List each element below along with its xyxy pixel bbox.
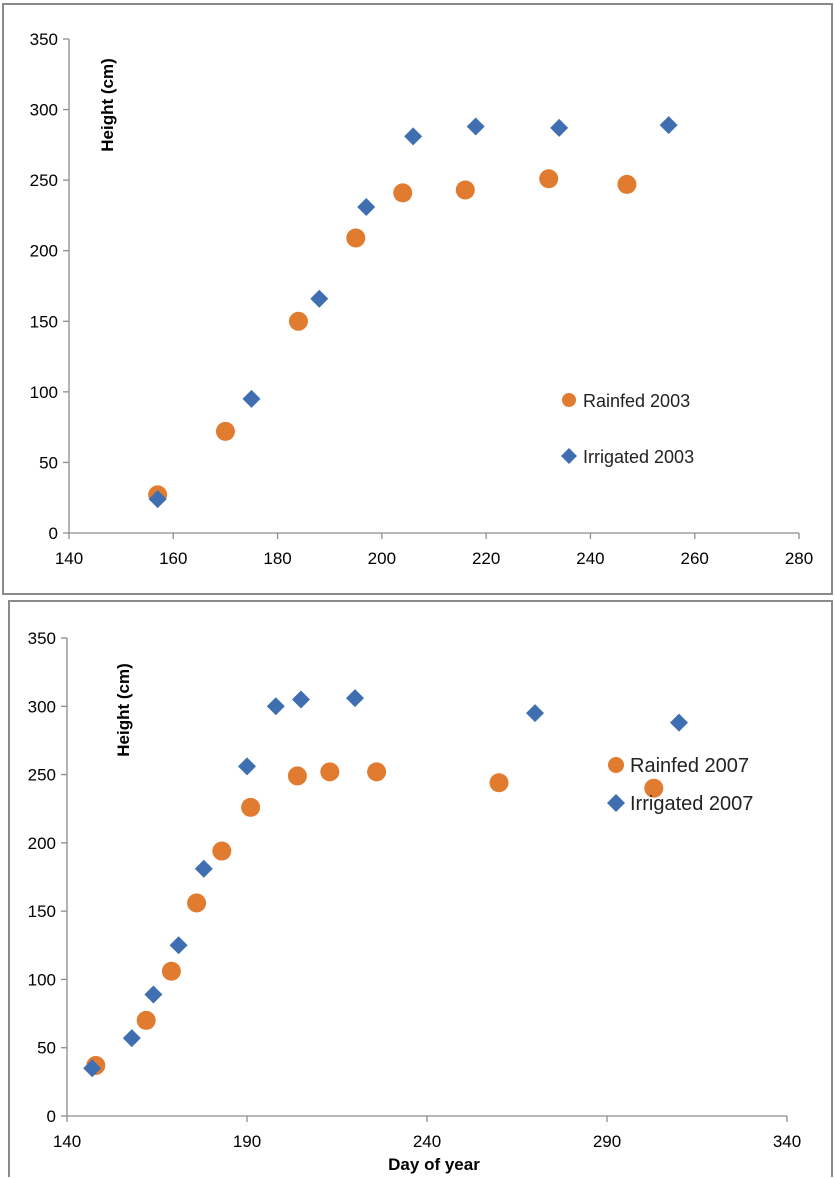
rainfed-point <box>489 773 509 793</box>
rainfed-point <box>346 228 366 248</box>
x-tick-label: 160 <box>159 549 187 568</box>
rainfed-point <box>161 961 181 981</box>
y-tick-label: 50 <box>39 453 58 472</box>
x-tick-label: 220 <box>472 549 500 568</box>
y-tick-label: 250 <box>30 171 58 190</box>
irrigated-point <box>144 985 163 1004</box>
y-tick-label: 50 <box>37 1039 56 1058</box>
y-tick-label: 300 <box>30 101 58 120</box>
irrigated-point <box>169 936 188 955</box>
legend-marker-irrigated <box>561 448 577 464</box>
rainfed-point <box>241 797 261 817</box>
irrigated-point <box>670 713 688 732</box>
irrigated-point <box>266 697 285 716</box>
irrigated-point <box>659 116 678 135</box>
x-tick-label: 140 <box>53 1132 81 1151</box>
chart-panel-2003: 0 50 100 150 200 250 300 350 140 160 180 200 220 240 2… <box>2 3 833 595</box>
rainfed-point <box>539 169 559 189</box>
irrigated-point <box>292 690 310 709</box>
x-tick-label: 140 <box>55 549 83 568</box>
x-axis-label: Day of year <box>388 1155 480 1174</box>
x-tick-label: 280 <box>785 549 813 568</box>
y-tick-label: 350 <box>30 30 58 49</box>
irrigated-point <box>550 118 569 137</box>
legend-marker-rainfed <box>562 393 576 407</box>
legend-marker-rainfed <box>608 757 624 773</box>
scatter-chart-2007: 0 50 100 150 200 250 300 350 140 190 240 290 340 Heig… <box>28 629 802 1174</box>
y-tick-label: 250 <box>28 766 56 785</box>
rainfed-point <box>617 174 637 194</box>
irrigated-point <box>238 757 256 776</box>
x-tick-label: 260 <box>681 549 709 568</box>
rainfed-point <box>212 841 232 861</box>
y-axis-label: Height (cm) <box>114 663 133 757</box>
irrigated-point <box>404 127 423 146</box>
y-tick-label: 100 <box>30 383 58 402</box>
chart-panel-2007: 0 50 100 150 200 250 300 350 140 190 240 290 340 Heig… <box>8 600 833 1177</box>
irrigated-point <box>122 1029 141 1048</box>
legend-label: Rainfed 2003 <box>583 391 690 411</box>
rainfed-point <box>367 762 387 782</box>
x-tick-label: 340 <box>773 1132 801 1151</box>
y-tick-label: 0 <box>49 524 58 543</box>
rainfed-point <box>644 778 664 798</box>
irrigated-point <box>357 197 376 216</box>
legend-label: Irrigated 2003 <box>583 447 694 467</box>
scatter-chart-2003: 0 50 100 150 200 250 300 350 140 160 180 200 220 240 2… <box>30 30 814 568</box>
rainfed-point <box>320 762 340 782</box>
y-tick-label: 350 <box>28 629 56 648</box>
rainfed-point <box>136 1010 156 1030</box>
y-tick-label: 0 <box>47 1107 56 1126</box>
y-tick-label: 100 <box>28 970 56 989</box>
rainfed-point <box>455 180 475 200</box>
y-tick-label: 200 <box>28 834 56 853</box>
x-tick-label: 200 <box>368 549 396 568</box>
y-axis-label: Height (cm) <box>98 58 117 152</box>
legend-label: Irrigated 2007 <box>630 793 753 815</box>
x-tick-label: 240 <box>413 1132 441 1151</box>
x-tick-label: 190 <box>233 1132 261 1151</box>
legend-label: Rainfed 2007 <box>630 755 749 777</box>
irrigated-point <box>194 859 213 878</box>
y-tick-label: 200 <box>30 242 58 261</box>
irrigated-point <box>242 389 261 408</box>
legend-marker-irrigated <box>607 794 625 812</box>
rainfed-point <box>288 311 308 331</box>
rainfed-point <box>287 766 307 786</box>
y-tick-label: 300 <box>28 697 56 716</box>
x-tick-label: 290 <box>593 1132 621 1151</box>
irrigated-point <box>83 1059 102 1078</box>
rainfed-point <box>215 421 235 441</box>
irrigated-point <box>526 704 544 723</box>
y-tick-label: 150 <box>28 902 56 921</box>
x-tick-label: 180 <box>263 549 291 568</box>
irrigated-point <box>346 689 364 708</box>
irrigated-point <box>466 117 485 136</box>
rainfed-point <box>393 183 413 203</box>
irrigated-point <box>148 490 167 509</box>
x-tick-label: 240 <box>576 549 604 568</box>
rainfed-point <box>187 893 207 913</box>
irrigated-point <box>310 289 329 308</box>
y-tick-label: 150 <box>30 312 58 331</box>
